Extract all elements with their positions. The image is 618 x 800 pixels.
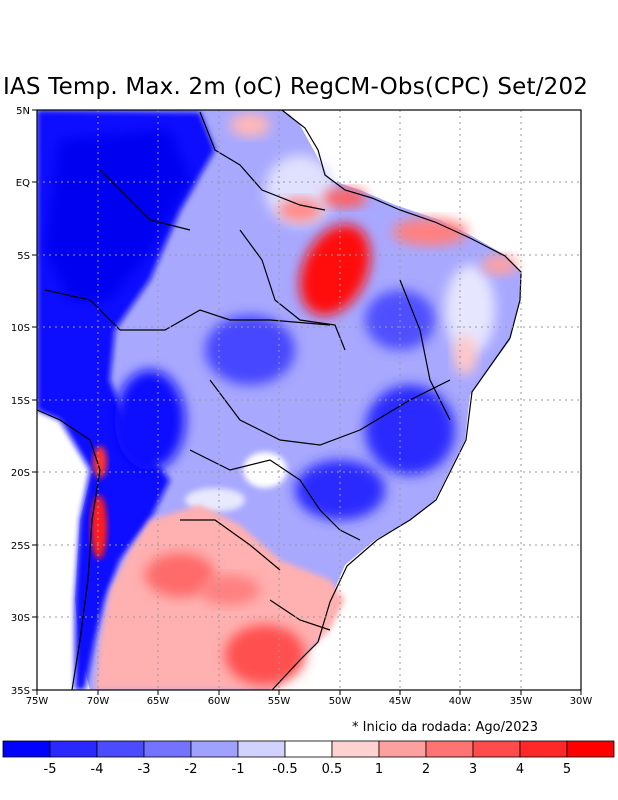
colorbar-swatch — [190, 740, 239, 758]
lon-label: 55W — [268, 696, 291, 707]
colorbar-tick-label: -4 — [91, 762, 104, 777]
colorbar-tick-label: 3 — [469, 762, 477, 777]
lat-label: 5N — [16, 106, 30, 117]
lat-label: 30S — [11, 613, 30, 624]
colorbar-tick-label: -2 — [185, 762, 198, 777]
colorbar-tick-label: 1 — [375, 762, 383, 777]
lon-label: 75W — [26, 696, 49, 707]
lon-label: 60W — [208, 696, 231, 707]
coastlines — [37, 110, 522, 690]
colorbar-tick-label: 5 — [563, 762, 571, 777]
lat-label: 25S — [11, 541, 30, 552]
run-start-note: * Inicio da rodada: Ago/2023 — [352, 720, 539, 735]
colorbar-tick-label: 2 — [422, 762, 430, 777]
colorbar-swatch — [237, 740, 286, 758]
lon-label: 65W — [147, 696, 170, 707]
lat-label: 10S — [11, 323, 30, 334]
map-title: IAS Temp. Max. 2m (oC) RegCM-Obs(CPC) Se… — [3, 74, 589, 100]
colorbar-swatch — [49, 740, 98, 758]
colorbar-tick-label: 0.5 — [322, 762, 343, 777]
lon-label: 70W — [87, 696, 110, 707]
colorbar-swatch — [378, 740, 427, 758]
colorbar-tick-label: -5 — [44, 762, 57, 777]
lat-label: 35S — [11, 686, 30, 697]
lon-label: 35W — [510, 696, 533, 707]
colorbar-swatch — [143, 740, 192, 758]
colorbar-tick-label: -0.5 — [272, 762, 297, 777]
colorbar-swatch — [2, 740, 51, 758]
colorbar-tick-label: -1 — [232, 762, 245, 777]
lat-label: 5S — [17, 251, 30, 262]
colorbar-swatch — [96, 740, 145, 758]
lat-label: 15S — [11, 396, 30, 407]
colorbar-labels: -5 -4 -3 -2 -1 -0.5 0.5 1 2 3 4 5 — [44, 762, 572, 777]
axis-ticks — [32, 109, 582, 695]
lon-label: 30W — [570, 696, 593, 707]
colorbar-swatch — [472, 740, 521, 758]
colorbar-tick-label: 4 — [516, 762, 524, 777]
colorbar-swatch — [425, 740, 474, 758]
colorbar-swatch — [566, 740, 615, 758]
lon-label: 40W — [449, 696, 472, 707]
colorbar-swatch — [519, 740, 568, 758]
grid — [37, 110, 581, 690]
lon-label: 50W — [329, 696, 352, 707]
colorbar-swatch — [284, 740, 333, 758]
colorbar-swatch — [331, 740, 380, 758]
lon-label: 45W — [389, 696, 412, 707]
colorbar — [2, 740, 615, 758]
lat-label: EQ — [16, 178, 30, 189]
lat-label: 20S — [11, 468, 30, 479]
colorbar-tick-label: -3 — [138, 762, 151, 777]
